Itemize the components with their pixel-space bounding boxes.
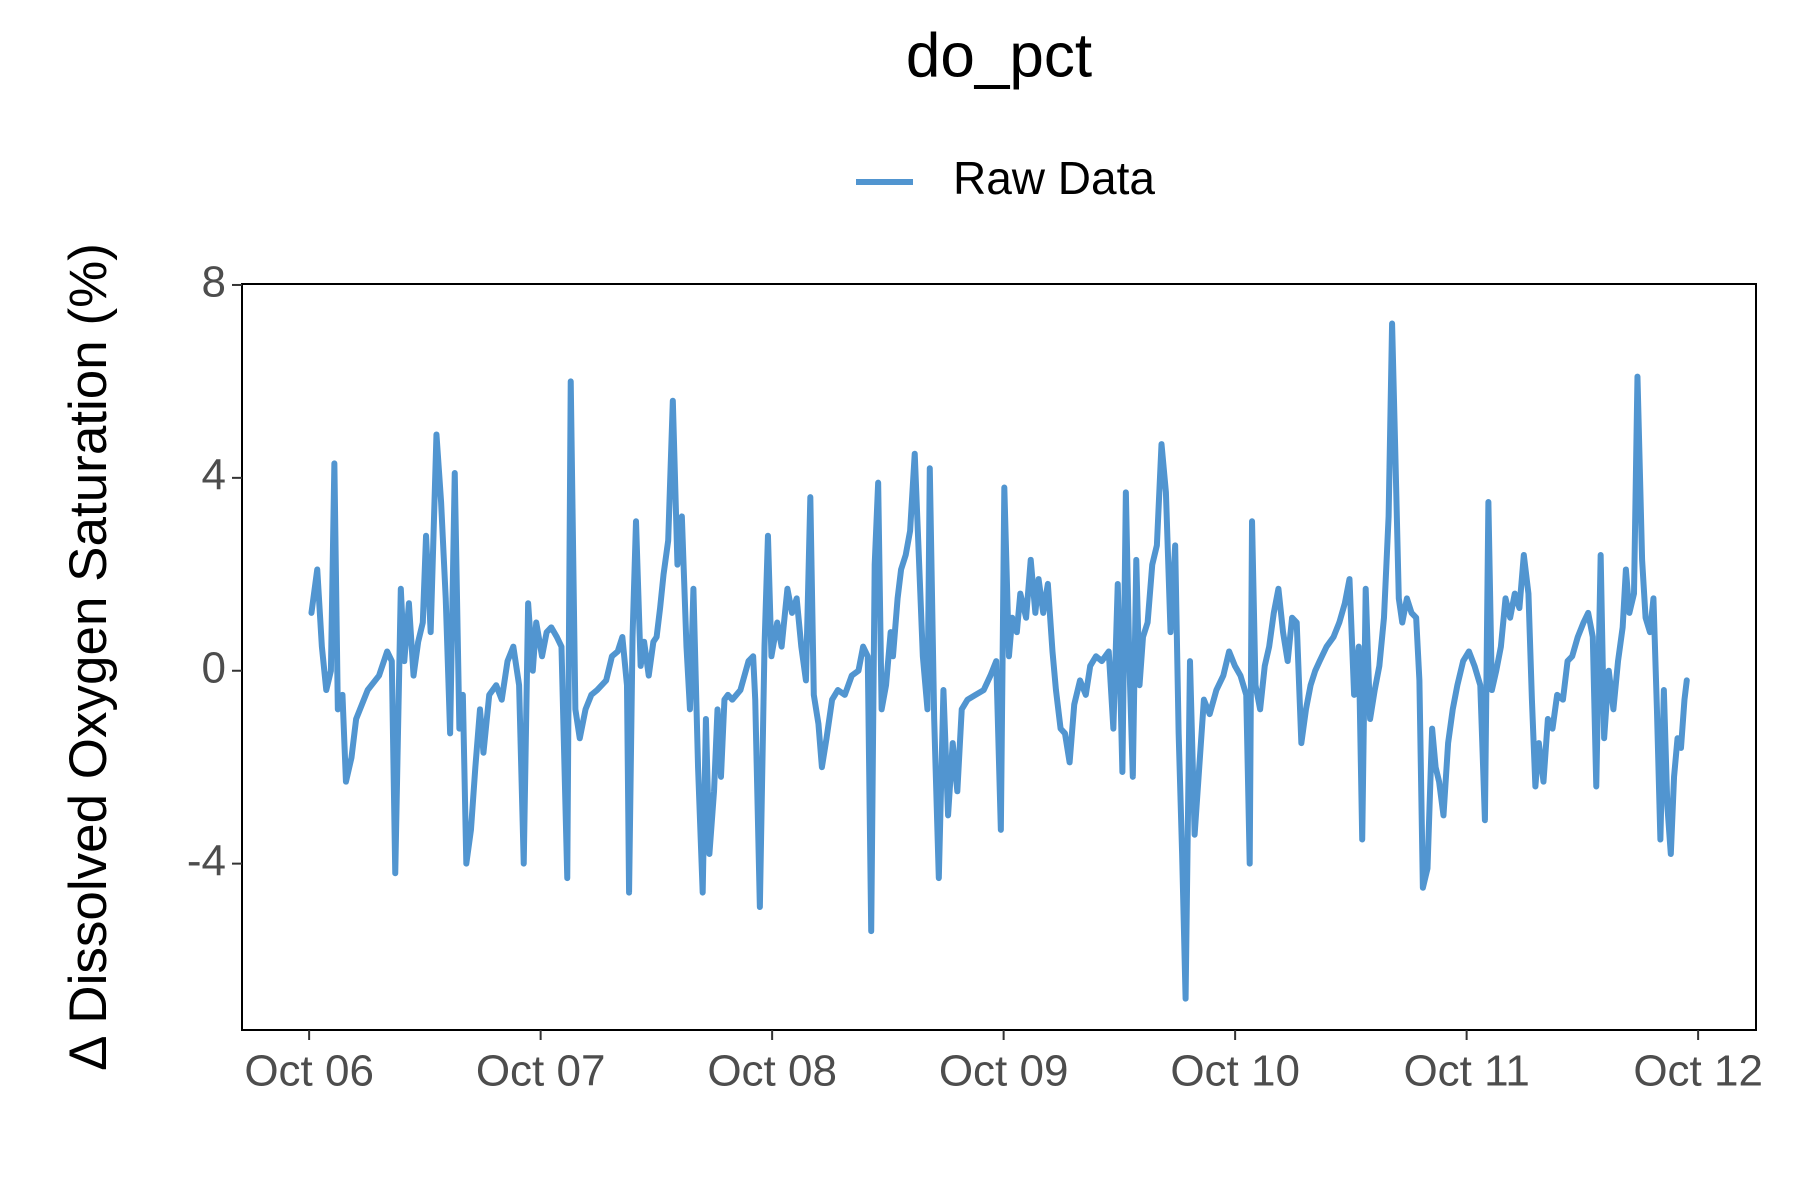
x-tick-label: Oct 06	[244, 1047, 374, 1096]
y-tick-label: 0	[202, 643, 226, 692]
x-tick-label: Oct 10	[1170, 1047, 1300, 1096]
x-tick-label: Oct 07	[476, 1047, 606, 1096]
plot-frame	[241, 283, 1757, 1031]
x-tick-label: Oct 09	[939, 1047, 1069, 1096]
y-tick-label: -4	[187, 836, 226, 885]
y-tick-label: 4	[202, 450, 226, 499]
chart-title: do_pct	[906, 21, 1092, 90]
x-tick-label: Oct 11	[1403, 1047, 1529, 1096]
x-tick-label: Oct 08	[707, 1047, 837, 1096]
x-tick-label: Oct 12	[1633, 1047, 1763, 1096]
y-axis-title: Δ Dissolved Oxygen Saturation (%)	[59, 243, 118, 1071]
y-tick-label: 8	[202, 258, 226, 307]
legend-label: Raw Data	[953, 152, 1155, 204]
data-line	[308, 320, 1690, 1002]
